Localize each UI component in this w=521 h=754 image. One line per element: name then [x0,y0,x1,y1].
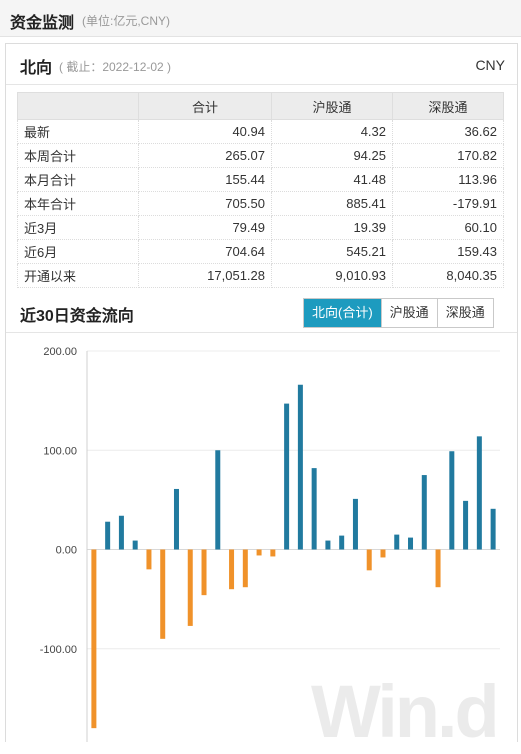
shanghai-cell: 94.25 [271,143,393,168]
y-tick-label: 0.00 [56,545,77,557]
total-cell: 155.44 [138,167,272,192]
as-of-date: ( 截止：2022-12-02 ) [59,60,172,74]
chart-title: 近30日资金流向 [20,308,134,325]
flow-bar-chart: 200.00100.000.00-100.00-200.002022-10-24… [40,346,500,742]
chart-bar [435,549,441,588]
chart-bar [105,521,111,550]
page-header: 资金监测 (单位:亿元,CNY) [0,0,521,37]
chart-bar [366,549,372,571]
total-cell: 265.07 [138,143,272,168]
chart-bar [256,549,262,556]
northbound-panel: 北向 ( 截止：2022-12-02 ) CNY 合计 沪股通 深股通 最新 40… [5,43,518,753]
northbound-table: 合计 沪股通 深股通 最新 40.94 4.32 36.62 本周合计 265.07 94.… [17,92,504,288]
chart-bar [187,549,193,626]
chart-bar [270,549,276,557]
chart-bar [352,498,358,550]
chart-bar [132,540,138,550]
chart-bar [476,436,482,550]
shanghai-cell: 885.41 [271,191,393,216]
table-row: 最新 40.94 4.32 36.62 [17,119,504,144]
wind-watermark: Win.d [311,670,500,753]
y-tick-label: -100.00 [40,644,77,656]
total-cell: 704.64 [138,239,272,264]
row-label: 本月合计 [17,167,139,192]
chart-bar [449,451,455,550]
chart-bar [91,549,97,729]
chart-bar [229,549,235,590]
table-row: 开通以来 17,051.28 9,010.93 8,040.35 [17,263,504,288]
chart-bar [215,450,221,550]
currency-label: CNY [475,57,505,73]
chart-bar [490,508,496,550]
chart-bar [201,549,207,596]
chart-bar [297,384,303,550]
unit-label: (单位:亿元,CNY) [82,14,170,28]
chart-bar [160,549,166,639]
chart-bar [421,475,427,550]
chart-bar [118,515,124,550]
divider [6,84,517,85]
table-header-row: 合计 沪股通 深股通 [17,92,504,120]
chart-bar [311,468,317,550]
tab-shenzhen-connect[interactable]: 深股通 [436,299,493,327]
shenzhen-cell: 159.43 [392,239,504,264]
shenzhen-cell: 60.10 [392,215,504,240]
page-title: 资金监测 [10,15,75,32]
chart-bar [146,549,152,570]
shanghai-cell: 545.21 [271,239,393,264]
row-label: 最新 [17,119,139,144]
table-row: 近3月 79.49 19.39 60.10 [17,215,504,240]
table-row: 近6月 704.64 545.21 159.43 [17,239,504,264]
row-label: 近6月 [17,239,139,264]
chart-bar [394,534,400,550]
row-label: 开通以来 [17,263,139,288]
tab-northbound-total[interactable]: 北向(合计) [304,299,381,327]
total-cell: 705.50 [138,191,272,216]
column-header-shenzhen: 深股通 [392,92,504,120]
flow-tabs: 北向(合计) 沪股通 深股通 [303,298,494,328]
tab-shanghai-connect[interactable]: 沪股通 [380,299,437,327]
total-cell: 79.49 [138,215,272,240]
shanghai-cell: 19.39 [271,215,393,240]
y-tick-label: 100.00 [43,445,77,457]
chart-bar [339,535,345,550]
divider [6,332,517,333]
chart-bar [408,537,414,550]
chart-bar [284,403,290,550]
shenzhen-cell: 113.96 [392,167,504,192]
chart-bar [380,549,386,558]
shanghai-cell: 9,010.93 [271,263,393,288]
column-header-total: 合计 [138,92,272,120]
chart-bar [463,500,469,550]
table-row: 本周合计 265.07 94.25 170.82 [17,143,504,168]
total-cell: 40.94 [138,119,272,144]
chart-bar [173,488,179,550]
shenzhen-cell: 36.62 [392,119,504,144]
column-header-blank [17,92,139,120]
northbound-title: 北向 [20,60,53,77]
table-row: 本年合计 705.50 885.41 -179.91 [17,191,504,216]
chart-bar [325,540,331,550]
shenzhen-cell: -179.91 [392,191,504,216]
shanghai-cell: 41.48 [271,167,393,192]
y-tick-label: 200.00 [43,346,77,358]
total-cell: 17,051.28 [138,263,272,288]
shenzhen-cell: 8,040.35 [392,263,504,288]
row-label: 本周合计 [17,143,139,168]
shenzhen-cell: 170.82 [392,143,504,168]
shanghai-cell: 4.32 [271,119,393,144]
row-label: 近3月 [17,215,139,240]
row-label: 本年合计 [17,191,139,216]
column-header-shanghai: 沪股通 [271,92,393,120]
chart-bar [242,549,248,588]
table-row: 本月合计 155.44 41.48 113.96 [17,167,504,192]
